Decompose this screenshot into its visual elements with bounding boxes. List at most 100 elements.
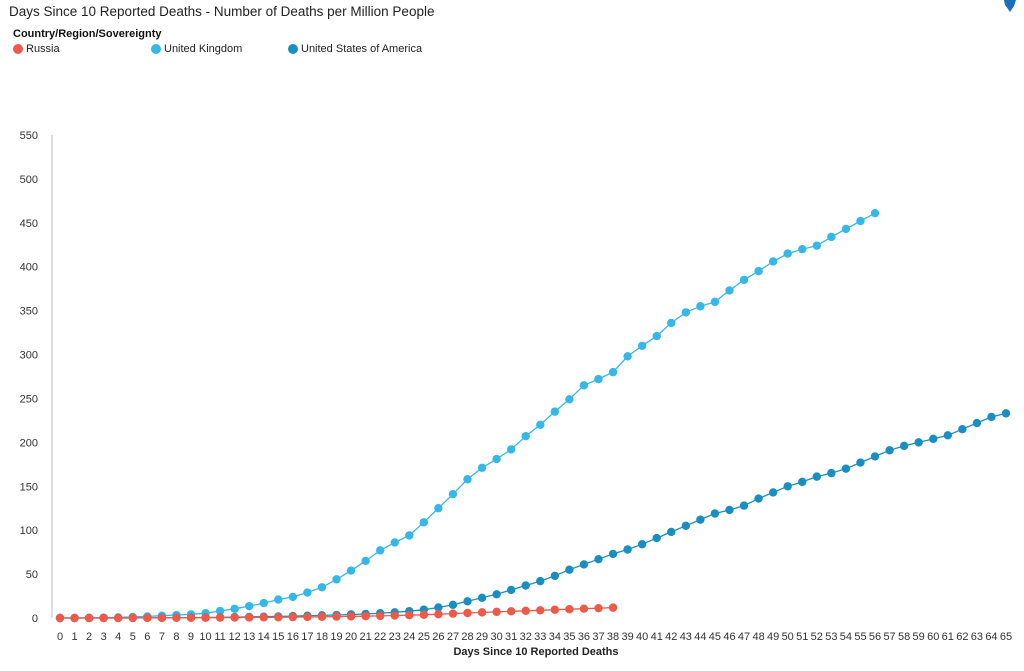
data-point-russia[interactable] (594, 603, 603, 613)
data-point-russia[interactable] (99, 613, 108, 623)
data-point-united-kingdom[interactable] (375, 546, 385, 555)
data-point-united-kingdom[interactable] (521, 432, 530, 441)
map-icon[interactable] (1000, 0, 1020, 16)
data-point-russia[interactable] (390, 611, 399, 620)
data-point-russia[interactable] (521, 606, 530, 615)
data-point-russia[interactable] (579, 604, 589, 613)
data-point-united-kingdom[interactable] (245, 601, 254, 611)
data-point-united-states-of-america[interactable] (565, 565, 574, 574)
data-point-russia[interactable] (448, 609, 458, 618)
data-point-united-kingdom[interactable] (812, 241, 821, 250)
data-point-united-kingdom[interactable] (594, 374, 603, 384)
legend-item-united-kingdom[interactable]: United Kingdom (151, 43, 242, 55)
data-point-united-states-of-america[interactable] (739, 501, 749, 510)
data-point-russia[interactable] (361, 611, 370, 621)
data-point-united-kingdom[interactable] (768, 257, 778, 266)
data-point-russia[interactable] (245, 613, 254, 622)
data-point-russia[interactable] (172, 613, 181, 623)
data-point-united-states-of-america[interactable] (856, 458, 865, 467)
data-point-united-kingdom[interactable] (623, 352, 632, 361)
data-point-united-states-of-america[interactable] (477, 593, 487, 603)
data-point-united-kingdom[interactable] (317, 583, 327, 592)
data-point-united-states-of-america[interactable] (783, 482, 792, 491)
data-point-united-states-of-america[interactable] (725, 505, 734, 515)
data-point-russia[interactable] (434, 610, 443, 619)
data-point-united-states-of-america[interactable] (914, 438, 923, 447)
data-point-united-states-of-america[interactable] (929, 434, 938, 444)
data-point-united-kingdom[interactable] (870, 208, 880, 218)
data-point-united-states-of-america[interactable] (958, 424, 967, 434)
data-point-united-kingdom[interactable] (637, 341, 647, 350)
data-point-russia[interactable] (332, 612, 341, 621)
data-point-russia[interactable] (114, 613, 123, 623)
data-point-united-states-of-america[interactable] (827, 468, 836, 478)
data-point-united-kingdom[interactable] (419, 518, 429, 527)
data-point-united-kingdom[interactable] (681, 308, 691, 317)
data-point-russia[interactable] (565, 605, 574, 614)
data-point-united-kingdom[interactable] (536, 420, 545, 429)
data-point-united-kingdom[interactable] (550, 407, 560, 416)
data-point-russia[interactable] (143, 613, 152, 623)
data-point-united-states-of-america[interactable] (754, 494, 763, 503)
data-point-russia[interactable] (317, 612, 327, 621)
data-point-united-kingdom[interactable] (667, 318, 676, 328)
data-point-united-kingdom[interactable] (492, 454, 501, 464)
data-point-russia[interactable] (157, 613, 167, 623)
data-point-russia[interactable] (186, 613, 196, 623)
data-point-united-states-of-america[interactable] (710, 509, 720, 518)
data-point-united-kingdom[interactable] (274, 595, 283, 604)
data-point-russia[interactable] (55, 613, 65, 623)
data-point-russia[interactable] (346, 612, 356, 621)
data-point-russia[interactable] (201, 613, 210, 622)
data-point-russia[interactable] (215, 613, 225, 622)
data-point-united-states-of-america[interactable] (899, 441, 909, 451)
data-point-russia[interactable] (550, 605, 560, 614)
data-point-russia[interactable] (274, 613, 283, 622)
data-point-russia[interactable] (128, 613, 137, 623)
data-point-russia[interactable] (536, 606, 545, 615)
data-point-russia[interactable] (375, 611, 385, 621)
data-point-united-kingdom[interactable] (725, 286, 734, 295)
data-point-united-kingdom[interactable] (506, 445, 516, 454)
data-point-united-kingdom[interactable] (361, 556, 370, 566)
data-point-united-states-of-america[interactable] (521, 581, 530, 590)
data-point-russia[interactable] (477, 608, 487, 617)
data-point-russia[interactable] (492, 607, 501, 617)
data-point-united-kingdom[interactable] (332, 575, 341, 584)
data-point-united-states-of-america[interactable] (681, 521, 691, 530)
data-point-united-kingdom[interactable] (346, 566, 356, 575)
data-point-united-states-of-america[interactable] (506, 585, 516, 595)
data-point-united-states-of-america[interactable] (536, 576, 545, 586)
data-point-united-states-of-america[interactable] (768, 488, 778, 497)
data-point-united-states-of-america[interactable] (550, 571, 560, 581)
data-point-united-kingdom[interactable] (230, 604, 239, 613)
data-point-united-states-of-america[interactable] (463, 597, 472, 606)
data-point-united-kingdom[interactable] (739, 275, 749, 285)
data-point-russia[interactable] (463, 608, 472, 618)
data-point-russia[interactable] (506, 607, 516, 616)
data-point-united-kingdom[interactable] (783, 249, 792, 258)
data-point-united-states-of-america[interactable] (637, 540, 647, 549)
data-point-united-kingdom[interactable] (608, 367, 618, 377)
data-point-united-kingdom[interactable] (434, 504, 443, 513)
data-point-united-kingdom[interactable] (841, 224, 851, 234)
data-point-united-kingdom[interactable] (710, 297, 720, 307)
data-point-united-states-of-america[interactable] (623, 545, 632, 554)
data-point-united-kingdom[interactable] (579, 381, 589, 390)
data-point-united-states-of-america[interactable] (608, 549, 618, 559)
data-point-united-states-of-america[interactable] (579, 560, 589, 569)
data-point-united-kingdom[interactable] (798, 244, 807, 254)
data-point-united-states-of-america[interactable] (812, 472, 821, 481)
data-point-united-states-of-america[interactable] (798, 477, 807, 487)
data-point-united-kingdom[interactable] (856, 216, 865, 226)
data-point-united-kingdom[interactable] (754, 266, 763, 276)
data-point-united-kingdom[interactable] (405, 531, 414, 540)
data-point-russia[interactable] (303, 612, 312, 622)
data-point-united-states-of-america[interactable] (492, 590, 501, 599)
data-point-russia[interactable] (70, 613, 79, 623)
data-point-russia[interactable] (419, 610, 429, 619)
data-point-russia[interactable] (259, 613, 268, 622)
data-point-united-states-of-america[interactable] (696, 515, 705, 524)
data-point-united-kingdom[interactable] (652, 331, 661, 341)
data-point-united-kingdom[interactable] (696, 302, 705, 311)
